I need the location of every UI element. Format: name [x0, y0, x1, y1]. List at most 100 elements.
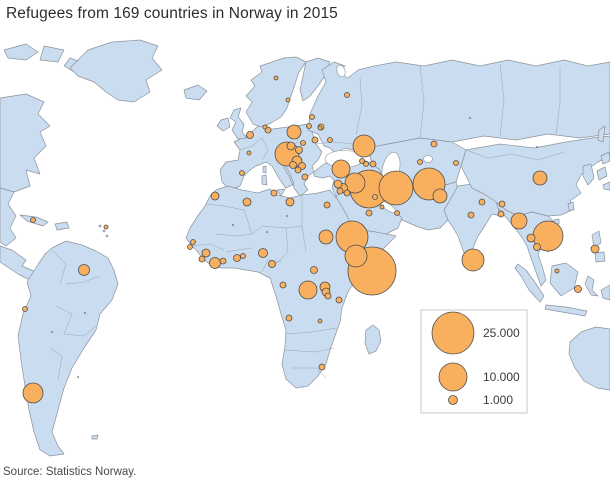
refugee-bubble-algeria: [242, 197, 252, 207]
refugee-bubble-montenegro: [289, 161, 297, 169]
refugee-bubble-chile: [22, 382, 44, 404]
refugee-bubble-angola: [285, 314, 293, 322]
refugee-bubble-georgia: [359, 158, 365, 164]
refugee-bubble-zambia: [317, 318, 323, 324]
refugee-bubble-tunisia: [270, 189, 278, 197]
refugee-bubble-congo: [279, 281, 287, 289]
refugee-bubble-egypt: [323, 201, 331, 209]
refugee-bubble-philippines: [590, 244, 600, 254]
landmass-arctic-island-2: [39, 45, 65, 63]
refugee-bubble-denmark: [262, 124, 268, 130]
refugee-bubble-kenya: [335, 296, 343, 304]
refugee-bubble-russia-northwest: [344, 92, 350, 98]
refugee-bubble-jordan: [343, 189, 351, 197]
legend-label-1.000: 1.000: [483, 393, 513, 407]
refugee-bubble-thailand: [533, 243, 541, 251]
refugee-bubble-ethiopia: [344, 244, 368, 268]
refugee-bubble-northern-scandinavia: [273, 75, 279, 81]
landmass-sumatra: [514, 263, 545, 303]
refugee-bubble-togo: [240, 253, 246, 259]
refugee-bubble-south-africa: [318, 363, 326, 371]
landmass-sicily: [276, 188, 286, 197]
refugee-bubble-sudan: [318, 229, 334, 245]
landmass-great-britain: [229, 107, 248, 140]
landmass-sardinia: [261, 174, 268, 186]
landmass-corsica: [262, 165, 267, 174]
refugee-bubble-albania: [294, 166, 302, 174]
refugee-bubble-india: [467, 211, 475, 219]
legend-label-25.000: 25.000: [483, 326, 520, 340]
refugee-bubble-croatia: [286, 141, 296, 151]
refugee-bubble-morocco: [210, 191, 220, 201]
refugee-bubble-sierra-leone: [198, 255, 206, 263]
refugee-bubble-spain: [239, 170, 245, 176]
legend-circle-25.000: [431, 311, 475, 355]
refugee-bubble-sweden: [285, 97, 291, 103]
legend-label-10.000: 10.000: [483, 370, 520, 384]
refugee-bubble-russia: [352, 134, 376, 158]
refugee-bubble-liberia: [209, 257, 221, 269]
landmass-madagascar: [364, 324, 382, 355]
landmass-greenland: [69, 39, 163, 103]
refugee-bubbles-layer: [22, 75, 600, 404]
refugee-bubble-myanmar: [510, 212, 528, 230]
refugee-bubble-nepal: [478, 198, 486, 206]
refugee-bubble-france: [246, 150, 252, 156]
refugee-bubble-lithuania: [306, 123, 312, 129]
refugee-bubble-laos: [526, 233, 536, 243]
landmass-new-guinea: [600, 284, 610, 301]
refugee-bubble-caribbean: [103, 224, 109, 230]
landmass-taiwan: [567, 201, 575, 211]
landmass-japan-2: [596, 166, 608, 181]
source-note: Source: Statistics Norway.: [3, 466, 137, 478]
landmass-scandinavia: [245, 56, 307, 128]
refugee-bubble-tajikistan: [453, 160, 459, 166]
refugee-bubble-cuba: [30, 217, 36, 223]
refugee-bubble-netherlands: [246, 131, 254, 139]
refugee-bubble-bangladesh: [497, 210, 505, 218]
refugee-bubble-ghana: [233, 254, 241, 262]
legend-circle-10.000: [438, 362, 468, 392]
refugee-bubble-colombia: [78, 264, 90, 276]
country-borders: [49, 63, 565, 381]
landmass-australia: [568, 326, 610, 391]
landmass-arctic-island-1: [3, 43, 39, 61]
refugee-bubble-guinea: [201, 248, 211, 258]
refugee-bubble-cameroon: [268, 260, 276, 268]
refugee-bubble-malaysia: [554, 268, 560, 274]
landmass-antilles-2: [102, 229, 106, 233]
landmass-canada: [0, 93, 51, 193]
landmass-sakhalin: [597, 125, 606, 143]
landmasses: [0, 39, 610, 457]
legend-circle-1.000: [448, 395, 458, 405]
refugee-bubble-uae: [394, 210, 400, 216]
refugee-bubble-belarus: [317, 125, 323, 131]
chart-title: Refugees from 169 countries in Norway in…: [6, 5, 338, 22]
refugee-bubble-iran: [378, 170, 414, 206]
landmass-iceland: [183, 84, 208, 101]
refugee-bubble-kuwait: [372, 194, 378, 200]
refugee-bubble-indonesia: [574, 285, 582, 293]
refugee-bubble-bhutan: [498, 200, 506, 208]
refugee-bubble-libya: [285, 197, 295, 207]
refugee-bubble-syria: [344, 172, 366, 194]
refugee-bubble-lebanon: [333, 179, 343, 189]
refugee-bubble-china: [532, 170, 548, 186]
refugee-bubble-south-sudan: [310, 266, 318, 274]
refugee-bubble-peru: [22, 306, 28, 312]
refugee-bubble-azerbaijan: [369, 160, 377, 168]
world-map: 25.000 10.000 1.000: [0, 38, 610, 458]
refugee-bubble-hungary: [300, 140, 306, 146]
refugee-bubble-turkmenistan: [417, 159, 423, 165]
refugee-bubble-pakistan: [432, 188, 448, 204]
refugee-bubble-kazakhstan: [430, 140, 438, 148]
landmass-japan-1: [600, 151, 610, 165]
city-specks: [51, 117, 538, 378]
refugee-bubble-romania: [311, 136, 319, 144]
refugee-bubble-ukraine: [327, 137, 333, 143]
refugee-bubble-qatar: [379, 204, 385, 210]
landmass-sulawesi: [584, 275, 599, 297]
refugee-bubble-poland: [286, 124, 302, 140]
refugee-bubble-israel: [336, 187, 344, 195]
refugee-bubble-serbia: [295, 146, 303, 154]
